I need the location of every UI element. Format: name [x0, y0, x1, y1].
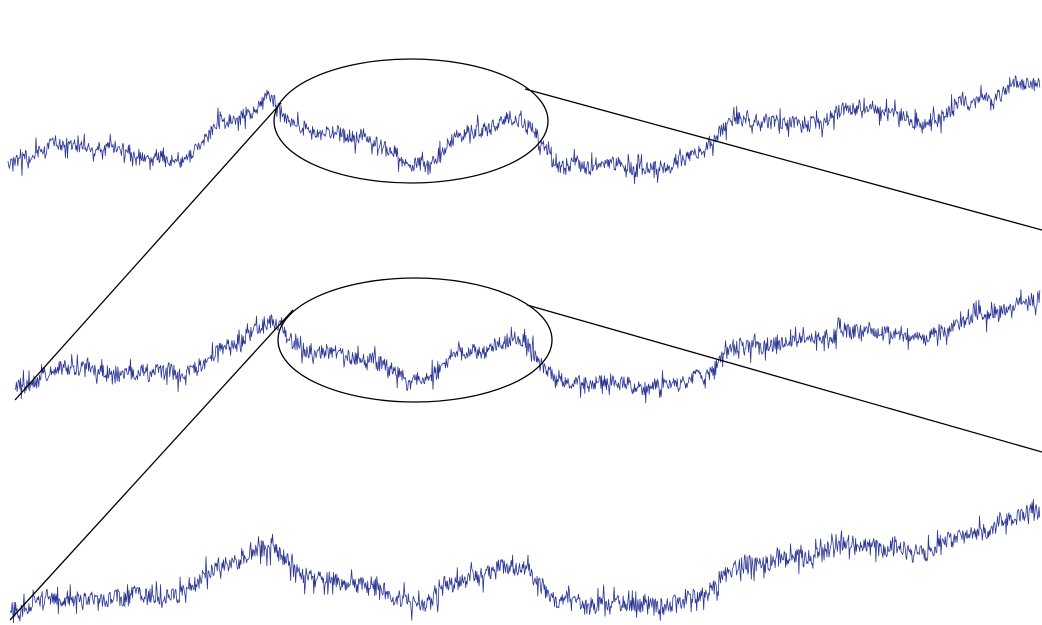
bottom-series-line — [9, 498, 1041, 624]
middle-series-line — [14, 289, 1041, 404]
zoom-ellipse-top — [273, 58, 549, 184]
zoom-guide-right-top — [524, 88, 1042, 231]
zoom-ellipse-middle — [277, 277, 553, 403]
zoom-guide-left-top — [14, 102, 282, 401]
series-layer — [7, 75, 1041, 624]
top-series-line — [7, 75, 1041, 185]
annotation-layer — [9, 58, 1042, 621]
zoom-guide-left-middle — [9, 309, 294, 621]
zoom-guide-right-middle — [526, 304, 1042, 453]
